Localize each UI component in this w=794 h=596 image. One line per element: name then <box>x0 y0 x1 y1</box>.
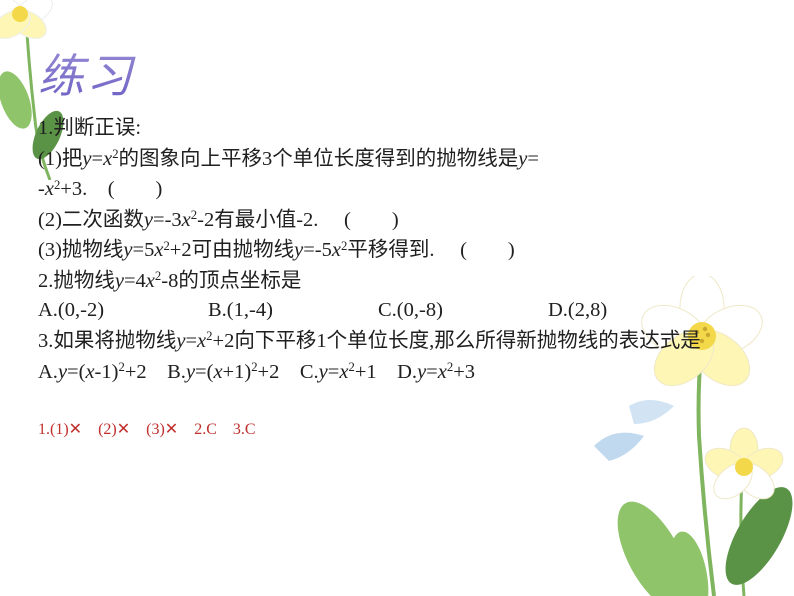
q3-stem: 3.如果将抛物线y=x2+2向下平移1个单位长度,那么所得新抛物线的表达式是 <box>38 326 756 357</box>
q3-options: A.y=(x-1)2+2 B.y=(x+1)2+2 C.y=x2+1 D.y=x… <box>38 357 756 388</box>
q2-stem: 2.抛物线y=4x2-8的顶点坐标是 <box>38 266 756 297</box>
question-block: 1.判断正误: (1)把y=x2的图象向上平移3个单位长度得到的抛物线是y=-x… <box>38 114 756 387</box>
q2-options: A.(0,-2)B.(1,-4)C.(0,-8)D.(2,8) <box>38 296 756 326</box>
q1-stem: 1.判断正误: <box>38 114 756 144</box>
answers: 1.(1)✕ (2)✕ (3)✕ 2.C 3.C <box>38 419 756 439</box>
q1-3: (3)抛物线y=5x2+2可由抛物线y=-5x2平移得到. ( ) <box>38 235 756 266</box>
q1-1: (1)把y=x2的图象向上平移3个单位长度得到的抛物线是y=-x2+3. ( ) <box>38 144 756 205</box>
q1-2: (2)二次函数y=-3x2-2有最小值-2. ( ) <box>38 205 756 236</box>
slide-title: 练习 <box>38 40 756 106</box>
